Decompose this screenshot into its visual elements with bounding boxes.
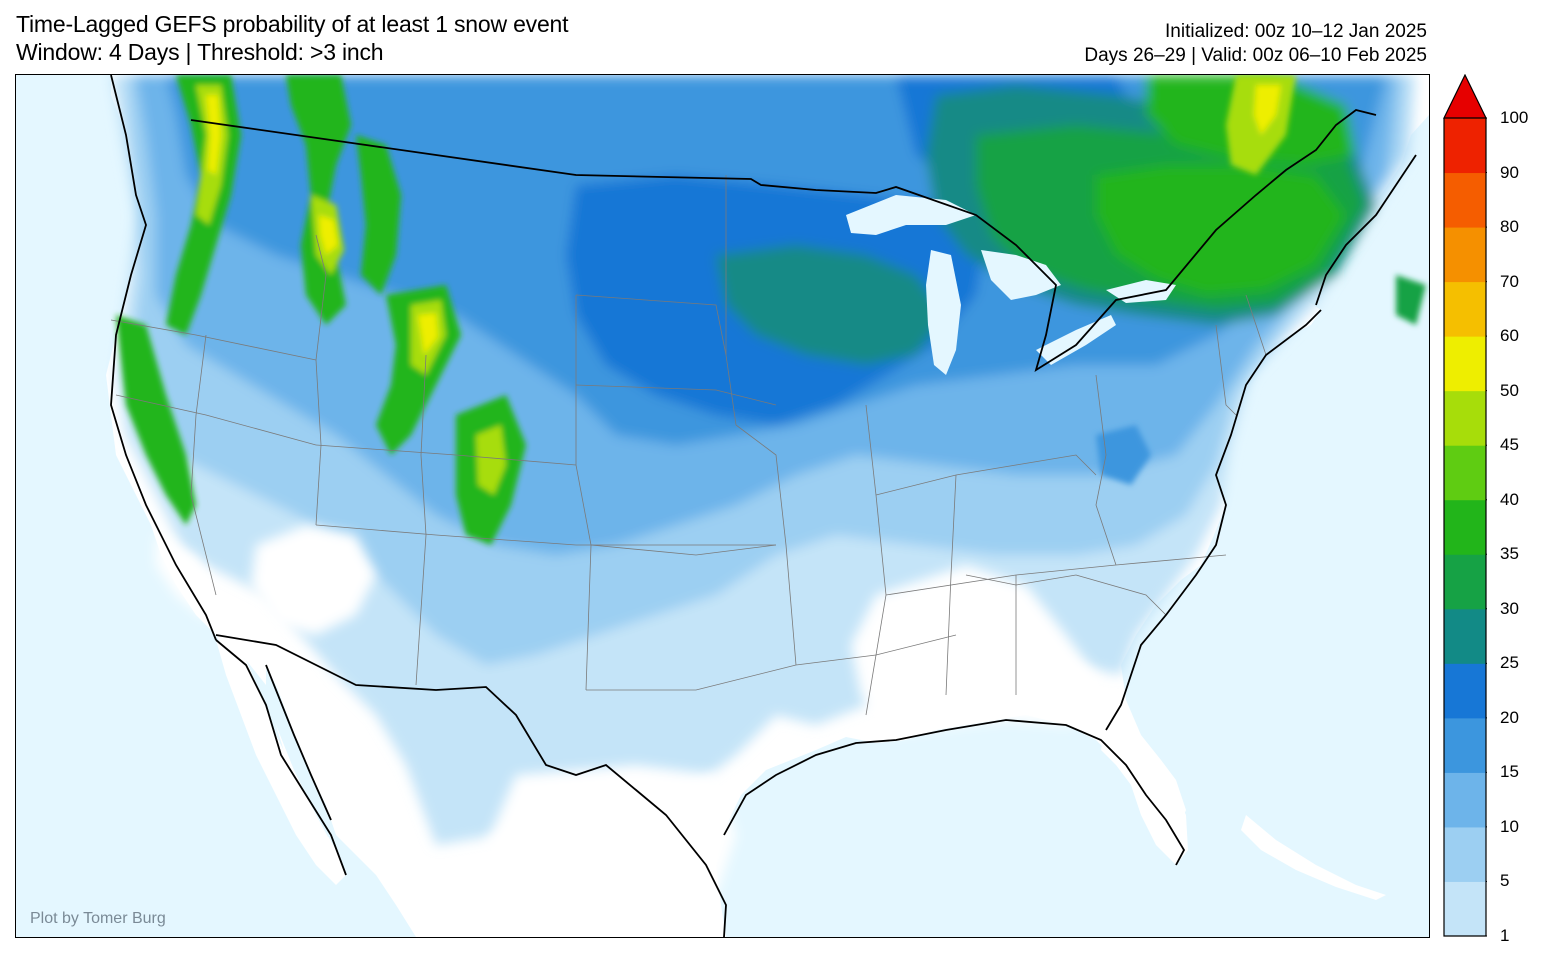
colorbar-label: 35 <box>1500 544 1519 564</box>
lake-ontario <box>1106 280 1176 303</box>
probability-field <box>111 75 1426 915</box>
valid-text: Days 26–29 | Valid: 00z 06–10 Feb 2025 <box>1084 45 1427 66</box>
colorbar-bin <box>1444 608 1486 664</box>
colorbar-label: 100 <box>1500 108 1529 127</box>
colorbar-bin <box>1444 227 1486 283</box>
national-borders <box>110 75 1417 937</box>
colorbar-label: 5 <box>1500 871 1510 891</box>
colorbar-bin <box>1444 390 1486 446</box>
title-line-2: Window: 4 Days | Threshold: >3 inch <box>16 39 384 65</box>
colorbar-bin <box>1444 554 1486 610</box>
colorbar-extend-arrow <box>1443 74 1487 119</box>
title-line-1: Time-Lagged GEFS probability of at least… <box>16 11 569 37</box>
colorbar-bin <box>1444 772 1486 828</box>
colorbar-label: 1 <box>1500 926 1510 945</box>
colorbar-frame <box>1443 118 1487 937</box>
map-panel: Plot by Tomer Burg <box>15 74 1430 938</box>
initialized-text: Initialized: 00z 10–12 Jan 2025 <box>1165 21 1427 42</box>
chart-title: Time-Lagged GEFS probability of at least… <box>16 10 569 66</box>
colorbar-bin <box>1444 717 1486 773</box>
colorbar-label: 10 <box>1500 816 1519 836</box>
state-boundaries <box>110 175 1267 716</box>
colorbar-bin <box>1444 826 1486 882</box>
colorbar-label: 90 <box>1500 162 1519 182</box>
cuba <box>1241 815 1386 900</box>
map-svg: Plot by Tomer Burg <box>16 75 1429 937</box>
colorbar-bin <box>1444 881 1486 937</box>
lake-michigan <box>926 250 961 375</box>
colorbar-label: 40 <box>1500 489 1519 509</box>
colorbar-label: 20 <box>1500 707 1519 727</box>
colorbar-label: 30 <box>1500 598 1519 618</box>
colorbar-bin <box>1444 336 1486 392</box>
colorbar-label: 25 <box>1500 653 1519 673</box>
lake-huron <box>981 250 1061 300</box>
colorbar <box>1443 74 1487 937</box>
colorbar-label: 50 <box>1500 380 1519 400</box>
colorbar-bin <box>1444 172 1486 228</box>
lake-erie <box>1036 315 1116 365</box>
colorbar-label: 15 <box>1500 762 1519 782</box>
colorbar-bin <box>1444 663 1486 719</box>
credit-text: Plot by Tomer Burg <box>30 910 166 927</box>
florida <box>1101 725 1188 865</box>
run-info: Initialized: 00z 10–12 Jan 2025 Days 26–… <box>1084 20 1427 68</box>
lake-superior <box>846 195 976 235</box>
great-lakes <box>846 195 1176 375</box>
colorbar-label: 60 <box>1500 326 1519 346</box>
colorbar-bin <box>1444 499 1486 555</box>
colorbar-bin <box>1444 281 1486 337</box>
colorbar-bin <box>1444 445 1486 501</box>
colorbar-label: 80 <box>1500 217 1519 237</box>
colorbar-bin <box>1444 118 1486 174</box>
baja-peninsula <box>216 640 346 885</box>
colorbar-label: 45 <box>1500 435 1519 455</box>
colorbar-label: 70 <box>1500 271 1519 291</box>
